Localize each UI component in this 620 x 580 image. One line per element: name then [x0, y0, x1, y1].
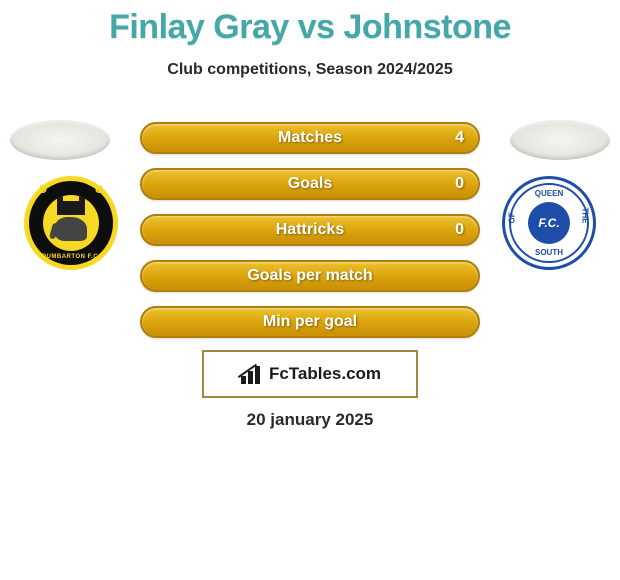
badge-arc-right: THE: [581, 208, 590, 224]
stat-label: Goals: [288, 175, 332, 193]
stat-value: 0: [455, 175, 464, 193]
stat-bar-hattricks: Hattricks 0: [140, 214, 480, 246]
fctables-logo[interactable]: FcTables.com: [202, 350, 418, 398]
badge-letter-d: D: [39, 184, 47, 196]
badge-arc-bottom: SOUTH: [505, 248, 593, 257]
stat-bar-goals-per-match: Goals per match: [140, 260, 480, 292]
club-badge-right: QUEEN OF THE SOUTH F.C.: [502, 176, 596, 270]
player-avatar-right: [510, 120, 610, 160]
logo-text: FcTables.com: [269, 364, 381, 384]
chart-arrow-icon: [239, 364, 263, 384]
player-avatar-left: [10, 120, 110, 160]
stat-value: 0: [455, 221, 464, 239]
badge-center-text: F.C.: [528, 202, 570, 244]
page-title: Finlay Gray vs Johnstone: [0, 0, 620, 47]
date-text: 20 january 2025: [0, 410, 620, 430]
castle-icon: [57, 201, 85, 215]
badge-arc-left: OF: [508, 212, 517, 223]
stat-label: Min per goal: [263, 313, 357, 331]
badge-ring-text: DUMBARTON F.C.: [29, 254, 113, 260]
club-badge-left: D C DUMBARTON F.C.: [24, 176, 118, 270]
stat-bar-goals: Goals 0: [140, 168, 480, 200]
stat-label: Hattricks: [276, 221, 344, 239]
subtitle: Club competitions, Season 2024/2025: [0, 61, 620, 79]
stat-value: 4: [455, 129, 464, 147]
stat-bar-min-per-goal: Min per goal: [140, 306, 480, 338]
stat-label: Goals per match: [247, 267, 372, 285]
stat-label: Matches: [278, 129, 342, 147]
stat-bar-matches: Matches 4: [140, 122, 480, 154]
badge-arc-top: QUEEN: [505, 189, 593, 198]
elephant-icon: [55, 217, 87, 241]
badge-letter-c: C: [95, 184, 103, 196]
stats-bars: Matches 4 Goals 0 Hattricks 0 Goals per …: [140, 122, 480, 352]
